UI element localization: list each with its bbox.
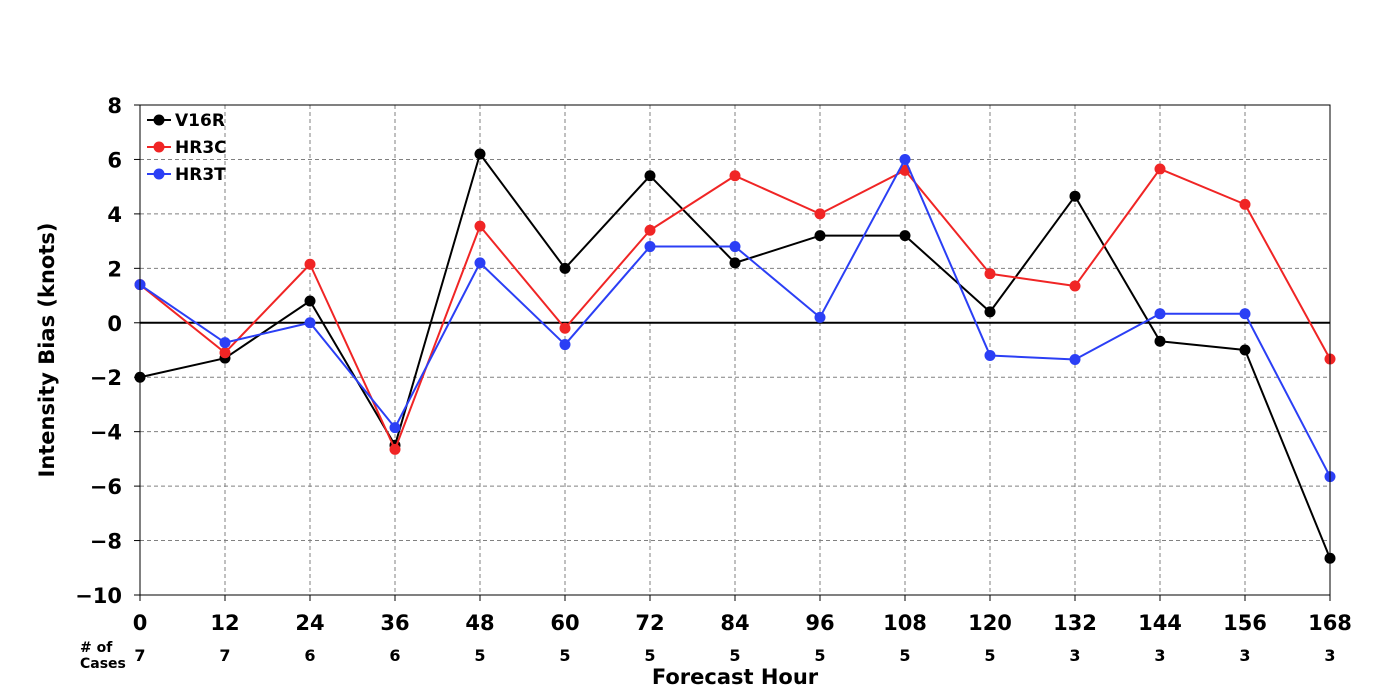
y-tick-label: −8: [90, 530, 122, 554]
data-point: [984, 306, 996, 318]
case-count: 3: [1324, 646, 1335, 665]
cases-row: # of Cases 7 7 6 6 5 5 5 5 5 5 5 3 3 3 3: [80, 640, 1336, 672]
legend-item-v16r: V16R: [147, 111, 225, 131]
x-tick-label: 84: [720, 611, 749, 635]
case-count: 6: [389, 646, 400, 665]
data-point: [559, 339, 571, 351]
legend-label: HR3C: [175, 138, 227, 158]
legend-swatch-marker: [153, 168, 165, 180]
cases-label-line2: Cases: [80, 656, 126, 672]
y-tick-label: 0: [107, 312, 122, 336]
grid: [140, 105, 1330, 595]
data-point: [1239, 308, 1251, 320]
data-point: [559, 262, 571, 274]
x-tick-label: 132: [1053, 611, 1097, 635]
data-point: [814, 230, 826, 242]
data-point: [1154, 163, 1166, 175]
series-hr3t: [134, 153, 1336, 483]
case-count: 5: [474, 646, 485, 665]
x-tick-label: 24: [295, 611, 324, 635]
series-hr3c: [134, 163, 1336, 455]
case-count: 5: [729, 646, 740, 665]
data-point: [1154, 308, 1166, 320]
data-point: [474, 257, 486, 269]
data-point: [729, 170, 741, 182]
data-point: [474, 220, 486, 232]
y-tick-label: −2: [90, 366, 122, 390]
case-count: 6: [304, 646, 315, 665]
data-point: [389, 422, 401, 434]
data-point: [1154, 335, 1166, 347]
y-tick-label: −6: [90, 475, 122, 499]
x-tick-label: 156: [1223, 611, 1267, 635]
x-tick-label: 144: [1138, 611, 1182, 635]
x-tick-label: 96: [805, 611, 834, 635]
data-point: [304, 317, 316, 329]
data-point: [219, 337, 231, 349]
y-tick-label: 4: [107, 203, 122, 227]
case-count: 5: [984, 646, 995, 665]
data-point: [219, 347, 231, 359]
cases-label-line1: # of: [80, 640, 113, 656]
x-tick-label: 60: [550, 611, 579, 635]
legend-swatch-marker: [153, 141, 165, 153]
y-tick-label: 2: [107, 257, 122, 281]
case-count: 3: [1069, 646, 1080, 665]
data-point: [1069, 354, 1081, 366]
y-tick-label: −4: [90, 421, 122, 445]
case-count: 7: [134, 646, 145, 665]
data-point: [899, 153, 911, 165]
data-point: [984, 268, 996, 280]
data-point: [729, 241, 741, 253]
y-tick-label: 6: [107, 148, 122, 172]
case-count: 3: [1154, 646, 1165, 665]
data-point: [389, 443, 401, 455]
x-tick-label: 12: [210, 611, 239, 635]
data-point: [559, 322, 571, 334]
case-count: 3: [1239, 646, 1250, 665]
data-point: [1069, 190, 1081, 202]
x-tick-label: 36: [380, 611, 409, 635]
case-count: 5: [559, 646, 570, 665]
x-tick-label: 48: [465, 611, 494, 635]
data-point: [1239, 344, 1251, 356]
data-point: [814, 311, 826, 323]
x-tick-label: 120: [968, 611, 1012, 635]
data-point: [304, 295, 316, 307]
data-point: [644, 224, 656, 236]
y-tick-label: 8: [107, 94, 122, 118]
data-point: [899, 230, 911, 242]
data-point: [1239, 198, 1251, 210]
case-count: 7: [219, 646, 230, 665]
data-point: [984, 349, 996, 361]
case-count: 5: [899, 646, 910, 665]
legend-swatch-marker: [153, 114, 165, 126]
legend-item-hr3t: HR3T: [147, 165, 226, 185]
data-point: [644, 170, 656, 182]
legend-item-hr3c: HR3C: [147, 138, 227, 158]
data-point: [729, 257, 741, 269]
y-axis-ticks: 8 6 4 2 0 −2 −4 −6 −8 −10: [75, 94, 140, 608]
data-point: [474, 148, 486, 160]
legend-label: V16R: [175, 111, 225, 131]
case-count: 5: [644, 646, 655, 665]
x-tick-label: 0: [133, 611, 148, 635]
x-axis-ticks: 0 12 24 36 48 60 72 84 96 108 120 132 144 156 168: [133, 595, 1352, 635]
legend-label: HR3T: [175, 165, 226, 185]
x-tick-label: 168: [1308, 611, 1352, 635]
x-tick-label: 72: [635, 611, 664, 635]
x-axis-title: Forecast Hour: [652, 665, 819, 689]
x-tick-label: 108: [883, 611, 927, 635]
data-point: [1069, 280, 1081, 292]
data-point: [644, 241, 656, 253]
case-count: 5: [814, 646, 825, 665]
data-point: [304, 258, 316, 270]
y-tick-label: −10: [75, 584, 122, 608]
data-point: [814, 208, 826, 220]
legend: V16R HR3C HR3T: [147, 111, 227, 185]
y-axis-title: Intensity Bias (knots): [35, 223, 59, 478]
